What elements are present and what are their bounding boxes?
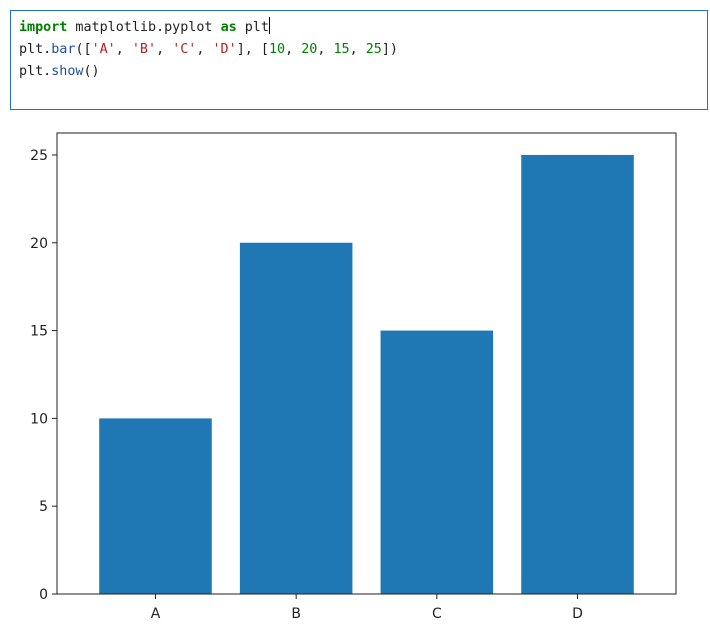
code-token: ]) (381, 42, 398, 57)
code-token: 15 (333, 42, 350, 57)
code-token: matplotlib.pyplot (67, 20, 221, 35)
x-tick-label: A (151, 606, 161, 622)
code-token: plt. (19, 64, 52, 79)
code-cell[interactable]: import matplotlib.pyplot as plt plt.bar([… (10, 10, 708, 110)
code-token: 20 (301, 42, 318, 57)
bar-c (380, 330, 494, 594)
text-cursor (268, 17, 270, 34)
code-token: 'D' (212, 42, 237, 57)
y-tick-label: 5 (39, 499, 48, 515)
code-editor[interactable]: import matplotlib.pyplot as plt plt.bar([… (19, 17, 398, 83)
code-token: 'B' (131, 42, 157, 57)
code-token: , (196, 42, 213, 57)
code-token: 'A' (91, 42, 116, 57)
x-tick-label: C (432, 606, 442, 622)
plot-frame (56, 132, 677, 595)
code-token: () (83, 64, 100, 79)
y-tick-label: 0 (39, 587, 48, 603)
cell-output: 0 5 10 15 20 25 A B C D (0, 118, 710, 636)
code-token: , (349, 42, 366, 57)
bar-d (521, 154, 634, 594)
code-token: 'C' (172, 42, 197, 57)
code-token: plt (236, 20, 269, 35)
x-tick-label: D (572, 606, 583, 622)
code-token: import (19, 20, 68, 35)
code-token: 10 (268, 42, 286, 57)
code-token: , (156, 42, 173, 57)
y-tick-label: 25 (30, 148, 48, 164)
code-token: show (51, 64, 84, 79)
y-tick-label: 20 (30, 236, 48, 252)
bar-a (99, 418, 212, 594)
bar-b (239, 242, 353, 594)
code-token: , (285, 42, 302, 57)
x-tick-label: B (291, 606, 301, 622)
y-tick-label: 15 (30, 324, 48, 340)
code-token: plt. (19, 42, 52, 57)
bar-chart: 0 5 10 15 20 25 A B C D (30, 132, 677, 622)
code-token: , (317, 42, 334, 57)
y-tick-label: 10 (30, 411, 48, 427)
code-token: ([ (75, 42, 92, 57)
code-token: , (115, 42, 132, 57)
code-line: plt.bar(['A', 'B', 'C', 'D'], [10, 20, 1… (19, 39, 398, 61)
code-token: 25 (365, 42, 382, 57)
code-token: as (220, 20, 237, 35)
code-line: plt.show() (19, 61, 398, 83)
code-token: bar (51, 42, 76, 57)
code-token: ], [ (236, 42, 269, 57)
code-line: import matplotlib.pyplot as plt (19, 17, 398, 39)
